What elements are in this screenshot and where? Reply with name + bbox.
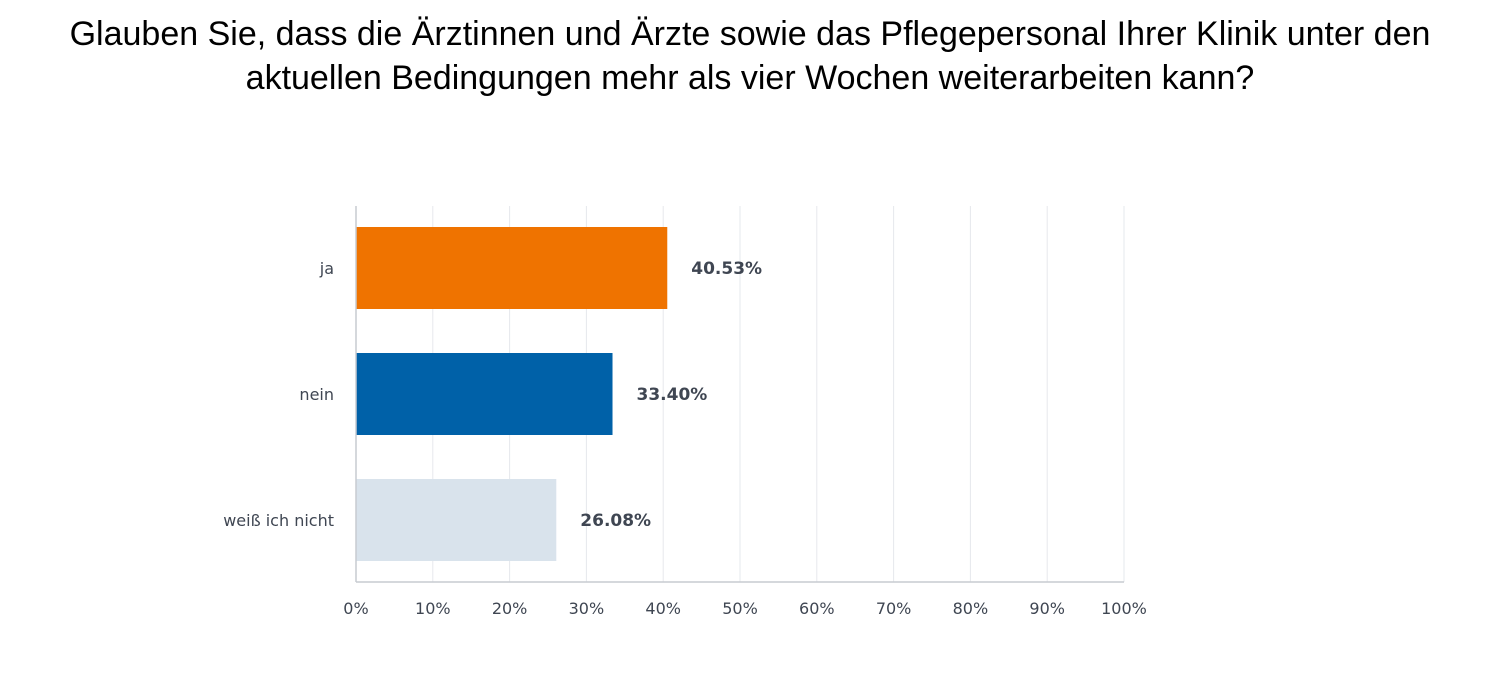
x-tick-label: 30% (569, 599, 605, 618)
value-label: 40.53% (691, 259, 762, 279)
bars (356, 227, 668, 561)
bar-3 (356, 479, 557, 561)
x-tick-label: 70% (876, 599, 912, 618)
x-tick-label: 0% (343, 599, 368, 618)
chart-title: Glauben Sie, dass die Ärztinnen und Ärzt… (69, 15, 1431, 97)
x-tick-label: 20% (492, 599, 528, 618)
labels: 0% 10% 20% 30% 40% 50% 60% 70% 80% 90% 100% ja 40.53… (223, 259, 1147, 618)
x-tick-label: 10% (415, 599, 451, 618)
x-tick-label: 100% (1101, 599, 1147, 618)
bar-2 (356, 353, 613, 435)
axes (355, 206, 1124, 583)
x-tick-label: 80% (953, 599, 989, 618)
bar-1 (356, 227, 668, 309)
value-label: 26.08% (580, 511, 651, 531)
value-label: 33.40% (637, 385, 708, 405)
category-label: weiß ich nicht (223, 511, 334, 530)
category-label: nein (299, 385, 334, 404)
category-label: ja (319, 259, 334, 278)
x-tick-label: 90% (1029, 599, 1065, 618)
x-tick-label: 60% (799, 599, 835, 618)
x-tick-label: 40% (645, 599, 681, 618)
x-tick-label: 50% (722, 599, 758, 618)
